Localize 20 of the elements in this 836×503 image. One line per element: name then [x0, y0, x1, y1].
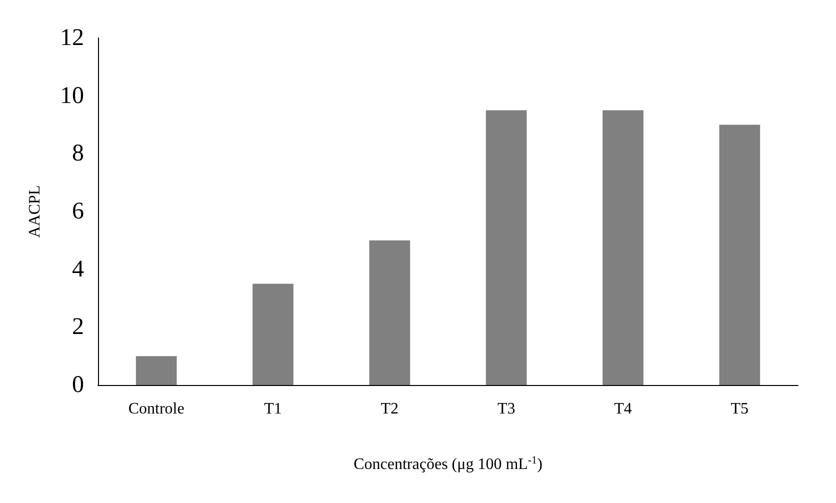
- x-tick-label: T1: [264, 400, 282, 418]
- y-tick-label: 2: [72, 314, 84, 340]
- bar: [719, 124, 760, 385]
- x-tick-label: T4: [614, 400, 632, 418]
- y-tick-label: 4: [72, 256, 84, 282]
- y-tick-label: 12: [60, 25, 84, 51]
- x-tick-label: T2: [380, 400, 399, 418]
- bar: [602, 110, 644, 385]
- x-tick-label: T5: [730, 400, 749, 418]
- y-tick-label: 0: [72, 372, 84, 398]
- y-tick-label: 6: [72, 198, 84, 224]
- bar: [252, 284, 294, 385]
- bar: [486, 110, 527, 385]
- bar: [136, 356, 177, 385]
- bar: [369, 240, 410, 385]
- y-axis-title: AACPL: [26, 185, 44, 238]
- x-tick-label: T3: [497, 400, 516, 418]
- y-tick-label: 8: [72, 140, 84, 167]
- x-tick-label: Controle: [128, 400, 184, 418]
- y-tick-label: 10: [60, 82, 84, 109]
